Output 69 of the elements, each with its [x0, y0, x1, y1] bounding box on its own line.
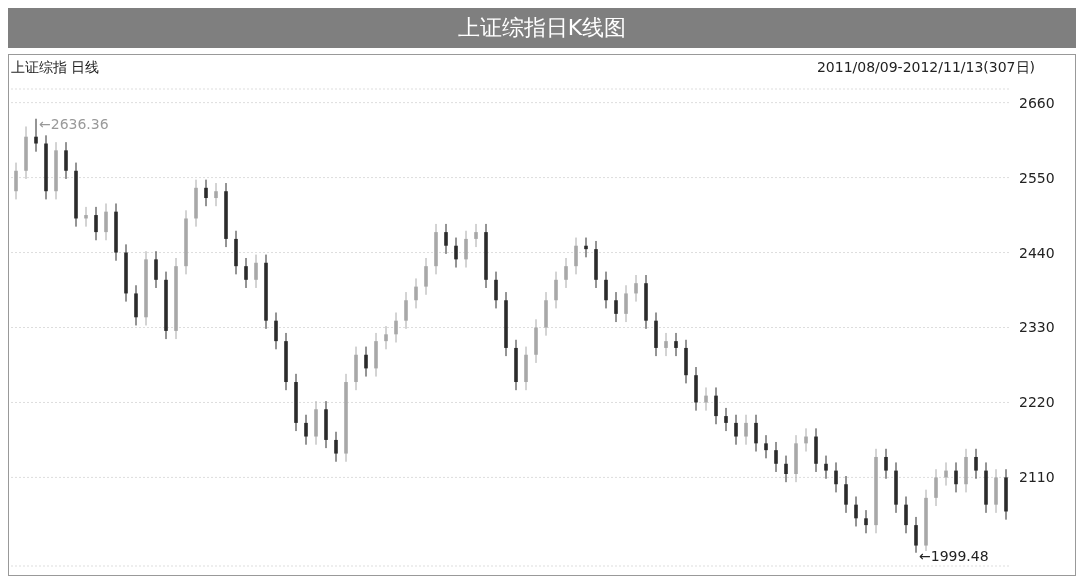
chart-subtitle: 上证综指 日线 [11, 59, 100, 77]
candlestick [744, 414, 748, 446]
candlestick [424, 257, 428, 296]
chart-title: 上证综指日K线图 [8, 8, 1076, 48]
candlestick [304, 414, 308, 446]
candlestick [204, 179, 208, 207]
candlestick [974, 448, 978, 480]
candlestick [674, 332, 678, 357]
candlestick [804, 427, 808, 453]
candlestick [914, 516, 918, 554]
candlestick [944, 461, 948, 487]
candlestick [404, 291, 408, 330]
candlestick [334, 431, 338, 463]
candlestick [464, 230, 468, 269]
candlestick [154, 250, 158, 289]
candlestick [214, 182, 218, 207]
candlestick [254, 254, 258, 289]
candlestick [64, 141, 68, 180]
candlestick [244, 257, 248, 289]
candlestick [444, 223, 448, 255]
candlestick [714, 386, 718, 425]
candlestick [34, 118, 38, 153]
candlestick [414, 277, 418, 309]
candlestick [704, 386, 708, 412]
candlestick [904, 495, 908, 534]
y-tick-label: 2550 [1019, 169, 1055, 186]
candlestick [934, 468, 938, 507]
candlestick [394, 312, 398, 343]
y-tick-label: 2660 [1019, 94, 1055, 111]
y-tick-label: 2220 [1019, 394, 1055, 411]
candlestick [454, 237, 458, 269]
candlestick [604, 271, 608, 309]
candlestick [564, 257, 568, 289]
candlestick [884, 448, 888, 480]
candlestick [554, 271, 558, 309]
candlestick [584, 237, 588, 258]
candlestick [754, 414, 758, 453]
candlestick [384, 325, 388, 350]
text: 2011/08/09-2012/11/13(307日) [816, 59, 1035, 77]
candlestick [834, 461, 838, 493]
y-tick-label: 2440 [1019, 244, 1055, 261]
candlestick [94, 206, 98, 241]
candlestick [864, 509, 868, 534]
candlestick [274, 312, 278, 350]
candlestick [14, 162, 18, 200]
candlestick [784, 455, 788, 483]
candlestick [624, 284, 628, 323]
candlestick [854, 495, 858, 527]
candlestick [474, 223, 478, 248]
candlestick [614, 291, 618, 323]
candlestick [364, 346, 368, 378]
annotation: ←2636.36 [39, 115, 109, 132]
candlestick [634, 274, 638, 303]
candlestick [664, 332, 668, 357]
candlestick [134, 284, 138, 326]
candlestick [734, 414, 738, 446]
annotation: ←1999.48 [919, 547, 989, 564]
y-tick-label: 2110 [1019, 469, 1055, 486]
candlestick [844, 475, 848, 514]
candlestick [724, 407, 728, 432]
candlestick [104, 202, 108, 241]
candlestick [574, 237, 578, 275]
candlestick [84, 206, 88, 228]
candlestick [954, 461, 958, 493]
candlestick [494, 271, 498, 309]
candlestick [774, 441, 778, 473]
candlestick [764, 434, 768, 459]
y-tick-label: 2330 [1019, 319, 1055, 336]
candlestick [824, 455, 828, 480]
